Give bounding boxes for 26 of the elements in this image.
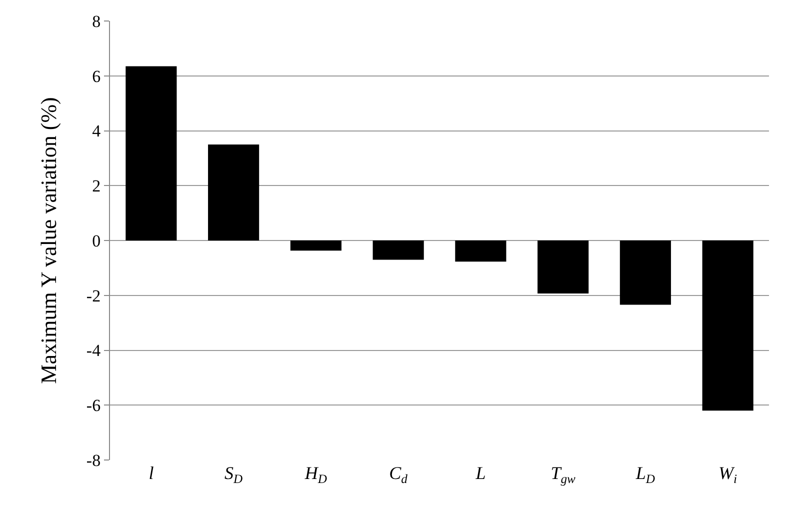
bar <box>372 240 424 260</box>
bar <box>455 240 506 262</box>
y-tick-label: -6 <box>86 396 101 416</box>
y-tick-label: 0 <box>92 231 101 250</box>
x-tick-label: W$_{i}$ <box>718 463 738 486</box>
y-tick-label: 6 <box>92 66 101 86</box>
y-tick-label: -2 <box>86 286 101 306</box>
x-tick-label: L <box>474 463 486 483</box>
x-tick-label: T$_{gw}$ <box>550 463 576 486</box>
y-tick-label: 8 <box>92 12 101 31</box>
bar <box>620 240 671 305</box>
y-tick-label: 4 <box>92 122 102 141</box>
x-tick-label: l <box>148 463 154 483</box>
x-tick-label: L$_{D}$ <box>634 463 656 486</box>
bar <box>290 240 342 251</box>
x-tick-label: C$_{d}$ <box>389 463 408 486</box>
x-tick-label: H$_{D}$ <box>304 463 327 486</box>
bar <box>538 240 589 294</box>
y-tick-label: -4 <box>86 341 102 360</box>
bar <box>702 240 754 411</box>
bar <box>126 66 177 240</box>
bar <box>208 144 260 240</box>
y-axis-title: Maximum Y value variation (%) <box>36 97 61 384</box>
y-tick-label: 2 <box>92 176 101 196</box>
y-tick-label: -8 <box>86 450 101 470</box>
x-tick-label: S$_{D}$ <box>224 463 243 486</box>
